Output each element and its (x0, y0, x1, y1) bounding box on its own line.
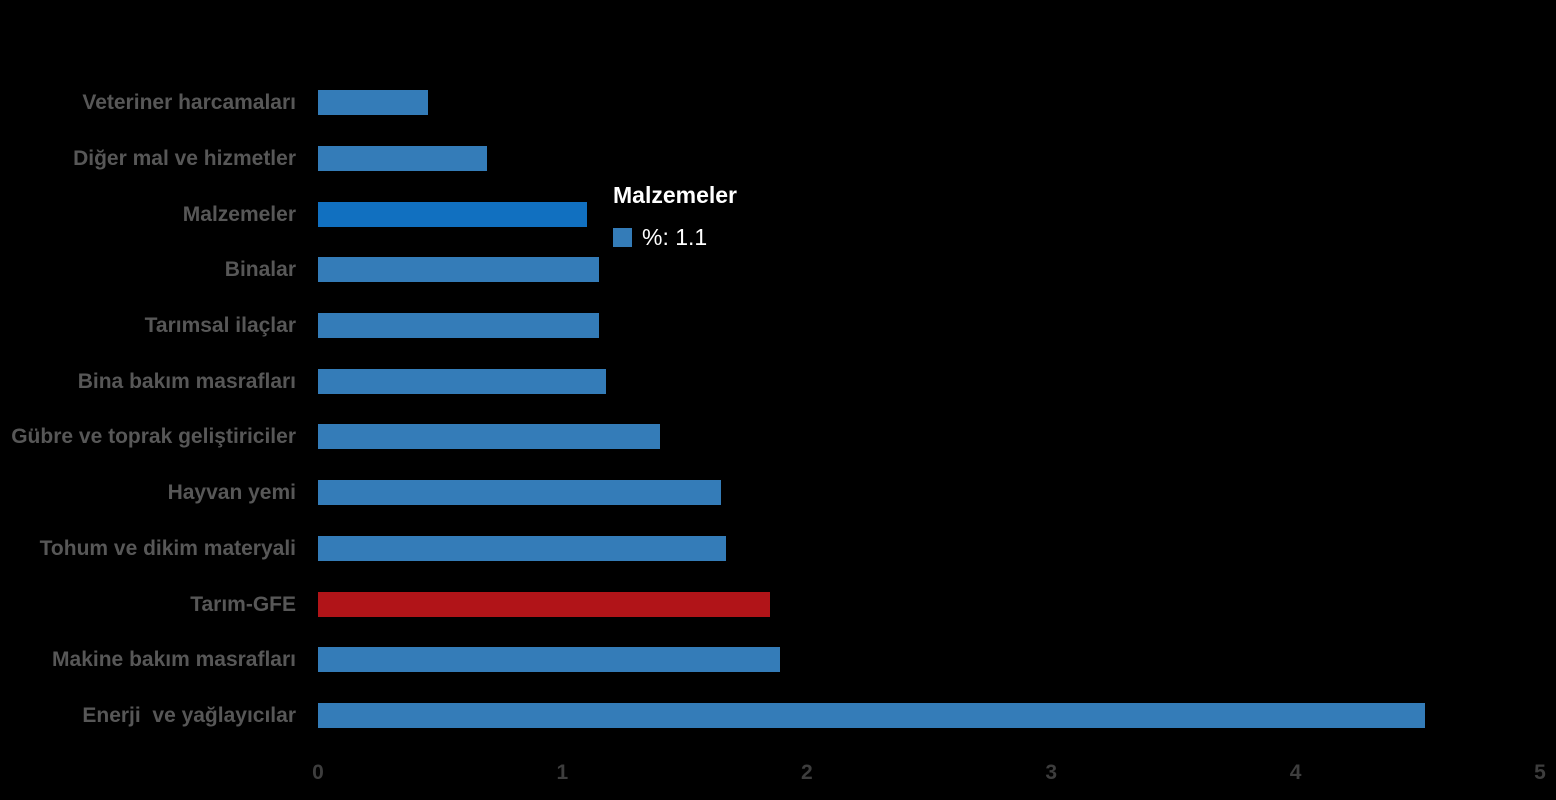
tooltip-title: Malzemeler (613, 182, 738, 208)
category-label: Diğer mal ve hizmetler (73, 147, 296, 171)
bar-cell (318, 131, 1540, 187)
bar[interactable] (318, 90, 428, 116)
bar[interactable] (318, 146, 487, 172)
bar-cell (318, 353, 1540, 409)
category-label: Gübre ve toprak geliştiriciler (11, 425, 296, 449)
bar[interactable] (318, 591, 771, 617)
category-label: Tarım-GFE (190, 592, 296, 616)
bar-row: Makine bakım masrafları (0, 632, 1556, 688)
bar-row: Tohum ve dikim materyali (0, 521, 1556, 577)
bar-row: Gübre ve toprak geliştiriciler (0, 409, 1556, 465)
bar-row: Diğer mal ve hizmetler (0, 131, 1556, 187)
bar-cell (318, 688, 1540, 744)
bar-rows: Veteriner harcamaları Diğer mal ve hizmet… (0, 75, 1556, 743)
bar[interactable] (318, 368, 607, 394)
x-axis-tick-label: 4 (1289, 761, 1302, 784)
category-label: Tarımsal ilaçlar (144, 314, 296, 338)
tooltip: Malzemeler %: 1.1 (613, 182, 737, 249)
bar-row: Malzemeler (0, 186, 1556, 242)
bar[interactable] (318, 480, 722, 506)
x-axis-tick-label: 2 (800, 761, 813, 784)
x-axis-tick-label: 0 (312, 761, 324, 784)
tooltip-value: %: 1.1 (642, 224, 708, 250)
bar-cell (318, 298, 1540, 354)
bar-cell (318, 465, 1540, 521)
bar-row: Binalar (0, 242, 1556, 298)
bar-cell (318, 186, 1540, 242)
category-label: Binalar (224, 258, 296, 282)
bar[interactable] (318, 313, 600, 339)
x-axis-tick-label: 1 (556, 761, 569, 784)
bar-cell (318, 632, 1540, 688)
bar-row: Bina bakım masrafları (0, 353, 1556, 409)
category-label: Tohum ve dikim materyali (39, 536, 296, 560)
category-label: Bina bakım masrafları (77, 369, 296, 393)
bar-row: Tarım-GFE (0, 576, 1556, 632)
bar-row: Enerji ve yağlayıcılar (0, 688, 1556, 744)
bar-row: Tarımsal ilaçlar (0, 298, 1556, 354)
category-label: Enerji ve yağlayıcılar (82, 703, 296, 727)
bar-cell (318, 576, 1540, 632)
bar-cell (318, 242, 1540, 298)
category-label: Malzemeler (182, 202, 296, 226)
bar-row: Veteriner harcamaları (0, 75, 1556, 131)
bar[interactable] (318, 424, 661, 450)
bar-cell (318, 409, 1540, 465)
tooltip-legend-row: %: 1.1 (613, 226, 737, 249)
category-label: Makine bakım masrafları (52, 648, 296, 672)
bar-row: Hayvan yemi (0, 465, 1556, 521)
bar-cell (318, 75, 1540, 131)
bar[interactable] (318, 201, 587, 227)
bar[interactable] (318, 257, 600, 283)
bar-cell (318, 521, 1540, 577)
bar[interactable] (318, 535, 727, 561)
category-label: Veteriner harcamaları (82, 91, 296, 115)
category-label: Hayvan yemi (167, 481, 296, 505)
bar[interactable] (318, 702, 1426, 728)
x-axis: 0 1 2 3 4 5 (312, 760, 1546, 792)
x-axis-tick-label: 3 (1045, 761, 1058, 784)
x-axis-tick-label: 5 (1534, 761, 1546, 784)
bar[interactable] (318, 647, 780, 673)
legend-swatch-icon (613, 228, 632, 247)
